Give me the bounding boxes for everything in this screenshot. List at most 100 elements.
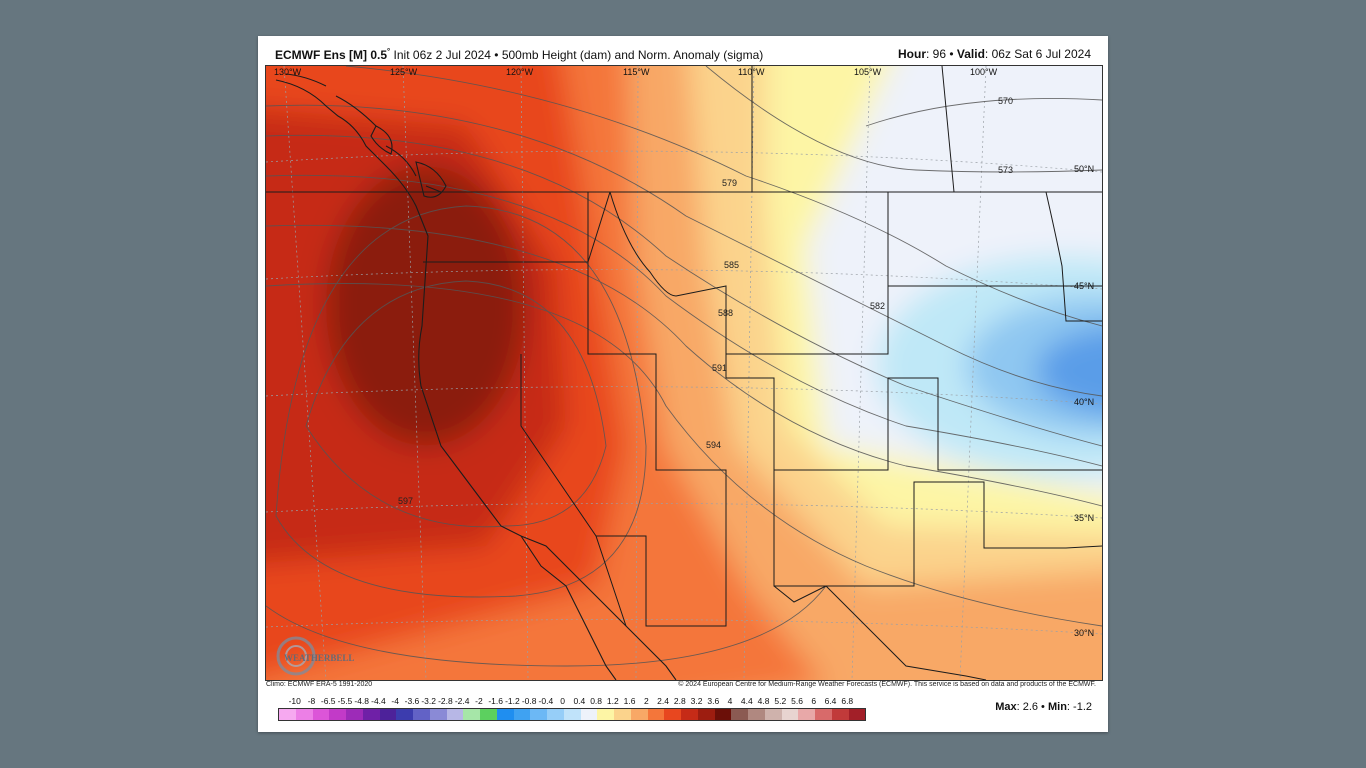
colorbar-label: -0.8 [521,696,537,706]
valid-label: Valid [956,47,985,61]
climo-credit: Climo: ECMWF ERA-5 1991-2020 [266,681,373,688]
colorbar-label: 6.8 [841,696,854,706]
model-name: ECMWF Ens [M] 0.5 [275,48,388,62]
colorbar-label: 3.6 [707,696,720,706]
colorbar-label: -5.5 [337,696,353,706]
colorbar-label: 2 [643,696,649,706]
model-degree: ° [387,47,391,56]
latitude-label: 50°N [1074,164,1094,174]
colorbar-swatch [312,709,330,720]
colorbar-swatch [714,709,732,720]
colorbar-label: 1.2 [606,696,619,706]
init-time: Init 06z 2 Jul 2024 [390,48,491,62]
longitude-label: 115°W [623,67,650,77]
colorbar-swatch [563,709,581,720]
colorbar-swatch [429,709,447,720]
colorbar-swatch [748,709,765,720]
colorbar-labels: -10 -8 -6.5 -5.5 -4.8 -4.4 -4 -3.6 -3.2 -2.8 -2.4-… [278,696,864,707]
min-label: Min [1047,701,1067,713]
graticule [266,66,1102,680]
colorbar-label: -0.4 [538,696,554,706]
colorbar-swatch [647,709,665,720]
colorbar-swatch [697,709,715,720]
contour-label: 570 [998,96,1013,106]
colorbar-swatch [815,709,832,720]
colorbar-swatch [848,709,866,720]
ecmwf-copyright: © 2024 European Centre for Medium-Range … [678,681,1096,688]
colorbar-label: 0.8 [590,696,603,706]
colorbar-swatch [614,709,631,720]
colorbar-swatch [831,709,849,720]
colorbar-label: -4 [391,696,399,706]
colorbar-label: 2.8 [673,696,686,706]
valid-value: : 06z Sat 6 Jul 2024 [984,47,1091,61]
colorbar-swatch [681,709,698,720]
colorbar-swatch [580,709,598,720]
min-value: : -1.2 [1066,701,1092,713]
colorbar-swatch [513,709,531,720]
colorbar-label: -10 [288,696,301,706]
max-min-stats: Max: 2.6 • Min: -1.2 [995,701,1092,713]
hour-value: : 96 • [926,47,957,61]
latitude-labels: 50°N 45°N 40°N 35°N 30°N [1074,164,1094,638]
colorbar-label: 0.4 [573,696,586,706]
colorbar-swatch [798,709,815,720]
colorbar-swatch [597,709,614,720]
weatherbell-logo: WEATHERBELL [276,636,354,676]
colorbar-label: 5.2 [774,696,787,706]
hour-label: Hour [898,47,927,61]
contour-label: 597 [398,496,413,506]
colorbar-swatch [413,709,430,720]
map-header: ECMWF Ens [M] 0.5° Init 06z 2 Jul 2024 •… [275,47,1091,63]
map-title: ECMWF Ens [M] 0.5° Init 06z 2 Jul 2024 •… [275,47,763,62]
colorbar-label: -4.4 [371,696,386,706]
colorbar-label: -2.8 [438,696,453,706]
colorbar-swatch [379,709,397,720]
valid-time: Hour: 96 • Valid: 06z Sat 6 Jul 2024 [898,47,1091,61]
contour-label: 588 [718,308,733,318]
colorbar-swatch [664,709,681,720]
contour-label: 582 [870,301,885,311]
colorbar-label: -3.6 [404,696,420,706]
colorbar-label: -6.5 [320,696,336,706]
coastline [275,73,677,680]
contour-label: 594 [706,440,721,450]
colorbar-label: 4.8 [757,696,770,706]
colorbar-swatch [463,709,480,720]
colorbar-swatch [346,709,363,720]
colorbar-label: -8 [307,696,316,706]
longitude-labels: 130°W 125°W 120°W 115°W 110°W 105°W 100°W [274,67,998,77]
colorbar-swatch [446,709,464,720]
max-label: Max [995,701,1017,713]
colorbar-label: -1.6 [488,696,503,706]
state-boundaries [266,66,1102,680]
colorbar-label: 6 [811,696,817,706]
weather-map: 130°W 125°W 120°W 115°W 110°W 105°W 100°W 50°N… [265,65,1103,681]
stats-separator: • [1038,701,1048,713]
colorbar-label: 3.2 [690,696,703,706]
colorbar-label: 2.4 [657,696,669,706]
longitude-label: 130°W [274,67,302,77]
colorbar-label: 5.6 [791,696,803,706]
colorbar-swatch [329,709,346,720]
max-value: : 2.6 [1016,701,1038,713]
anomaly-shading [266,66,1102,680]
latitude-label: 40°N [1074,397,1094,407]
colorbar-swatch [630,709,648,720]
colorbar-swatch [547,709,564,720]
colorbar-swatch [362,709,380,720]
latitude-label: 45°N [1074,281,1094,291]
colorbar-label: -1.2 [505,696,520,706]
colorbar-label: -2.4 [454,696,470,706]
longitude-label: 125°W [390,67,418,77]
contour-label: 591 [712,363,727,373]
longitude-label: 100°W [970,67,998,77]
longitude-label: 120°W [506,67,534,77]
anomaly-map-graphic: 130°W 125°W 120°W 115°W 110°W 105°W 100°W 50°N… [266,66,1102,680]
colorbar-swatch [764,709,782,720]
colorbar-label: -2 [475,696,483,706]
colorbar-label: 6.4 [824,696,837,706]
colorbar-label: 0 [560,696,565,706]
colorbar-label: 1.6 [623,696,636,706]
height-contours [266,66,1102,667]
